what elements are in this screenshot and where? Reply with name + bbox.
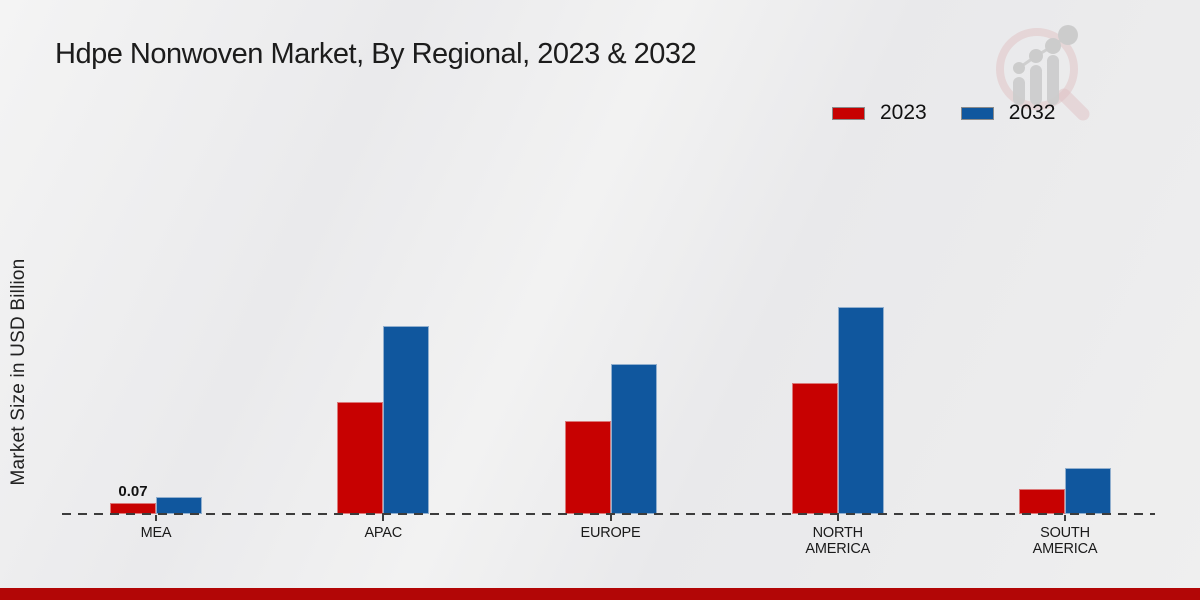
x-axis-baseline — [62, 513, 1155, 515]
legend-item-2032: 2032 — [960, 101, 1056, 125]
bar-2032-apac — [383, 326, 430, 514]
x-axis-category-label: EUROPE — [580, 525, 641, 541]
bar-2032-north-america — [837, 307, 884, 514]
bar-2023-south-america — [1019, 489, 1065, 514]
y-axis-title: Market Size in USD Billion — [8, 258, 29, 486]
bar-2023-north-america — [791, 383, 838, 514]
bar-2032-south-america — [1065, 468, 1111, 514]
bar-2023-apac — [337, 402, 384, 514]
x-axis-category-label: NORTH AMERICA — [805, 525, 871, 558]
x-axis-tick — [609, 515, 612, 521]
x-axis-category-label: APAC — [364, 525, 403, 541]
market-research-watermark-logo — [996, 25, 1090, 121]
bar-data-label: 0.07 — [118, 483, 148, 500]
legend-swatch-2032 — [960, 106, 994, 120]
chart-legend: 2023 2032 — [832, 101, 1055, 125]
legend-swatch-2023 — [832, 106, 865, 120]
legend-label: 2023 — [880, 101, 927, 124]
x-axis-tick — [155, 515, 157, 521]
footer-accent-bar — [0, 588, 1200, 600]
legend-label: 2032 — [1008, 101, 1056, 124]
legend-item-2023: 2023 — [832, 101, 927, 125]
bar-2023-europe — [564, 421, 611, 514]
bar-2032-europe — [610, 364, 657, 514]
x-axis-tick — [1064, 515, 1066, 521]
x-axis-category-label: MEA — [140, 525, 172, 541]
x-axis-category-label: SOUTH AMERICA — [1032, 525, 1098, 558]
x-axis-tick — [382, 515, 385, 521]
x-axis-tick — [836, 515, 839, 521]
chart-title: Hdpe Nonwoven Market, By Regional, 2023 … — [55, 38, 697, 70]
